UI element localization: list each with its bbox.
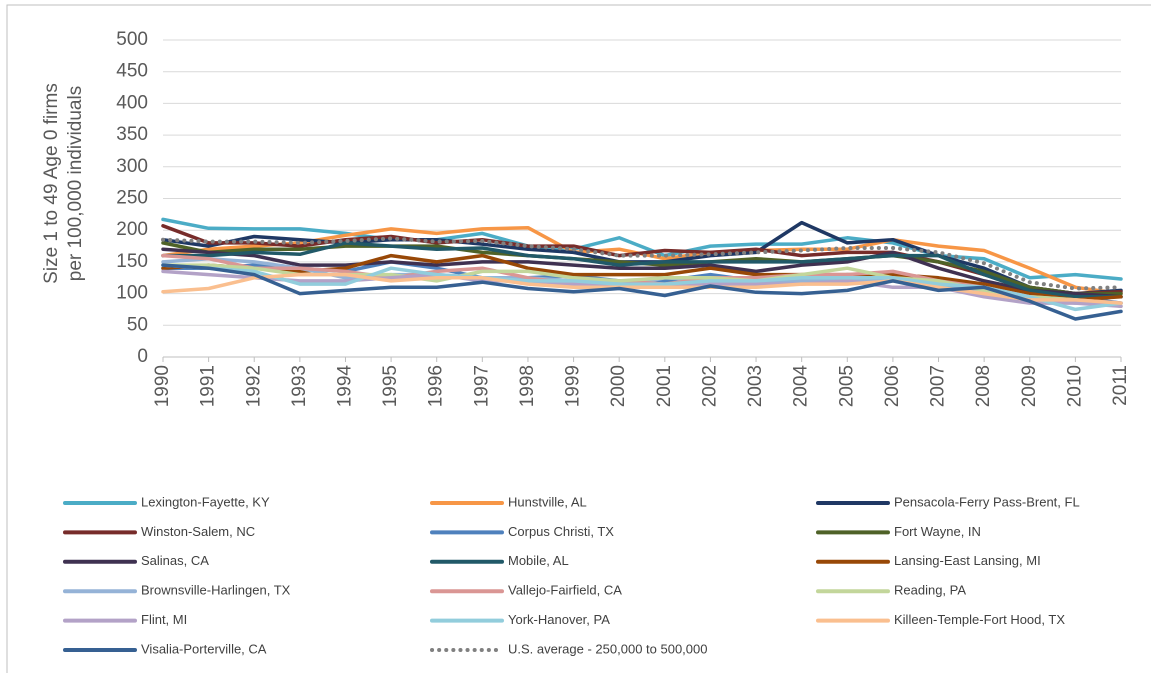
y-tick-label: 450	[116, 61, 148, 82]
x-tick-label: 2005	[836, 365, 857, 407]
x-tick-label: 1997	[471, 365, 492, 407]
y-tick-label: 350	[116, 124, 148, 145]
x-tick-label: 2006	[882, 365, 903, 407]
x-tick-label: 1990	[152, 365, 173, 407]
legend-label: Fort Wayne, IN	[894, 524, 981, 539]
x-tick-label: 2010	[1064, 365, 1085, 407]
x-tick-label: 1996	[426, 365, 447, 407]
x-tick-label: 1998	[517, 365, 538, 407]
legend-label: Salinas, CA	[141, 553, 209, 568]
legend-label: Hunstville, AL	[508, 494, 587, 509]
x-tick-label: 2008	[973, 365, 994, 407]
frame	[6, 4, 1151, 673]
y-tick-label: 300	[116, 156, 148, 177]
series-line	[161, 263, 1123, 321]
series-line	[161, 263, 1123, 312]
legend-label: Visalia-Porterville, CA	[141, 641, 267, 656]
y-tick-label: 0	[137, 346, 148, 367]
series-line	[161, 241, 1123, 299]
x-tick-label: 2004	[791, 365, 812, 408]
legend-label: Reading, PA	[894, 583, 966, 598]
legend-label: Corpus Christi, TX	[508, 524, 614, 539]
x-tick-label: 2011	[1110, 365, 1131, 406]
series-line	[161, 236, 1123, 291]
y-axis-title: Size 1 to 49 Age 0 firms	[41, 83, 62, 284]
y-tick-label: 200	[116, 219, 148, 240]
x-tick-label: 1991	[198, 365, 219, 407]
series-line	[161, 217, 1123, 281]
y-tick-label: 50	[127, 314, 148, 335]
x-tick-label: 1992	[243, 365, 264, 407]
x-tick-label: 2009	[1019, 365, 1040, 407]
x-tick-label: 2000	[608, 365, 629, 407]
y-tick-label: 250	[116, 188, 148, 209]
legend-label: Lansing-East Lansing, MI	[894, 553, 1041, 568]
series-line	[161, 247, 1123, 299]
y-tick-label: 150	[116, 251, 148, 272]
x-tick-label: 1999	[563, 365, 584, 407]
y-axis-title: per 100,000 individuals	[65, 86, 86, 281]
legend-label: Flint, MI	[141, 612, 187, 627]
x-tick-label: 1995	[380, 365, 401, 407]
legend-label: Pensacola-Ferry Pass-Brent, FL	[894, 494, 1080, 509]
x-tick-label: 2007	[928, 365, 949, 407]
legend-label: Brownsville-Harlingen, TX	[141, 583, 291, 598]
legend-label: Winston-Salem, NC	[141, 524, 255, 539]
x-tick-label: 2003	[745, 365, 766, 407]
y-tick-label: 400	[116, 92, 148, 113]
x-tick-label: 1993	[289, 365, 310, 407]
x-tick-label: 2001	[654, 365, 675, 407]
legend-label: U.S. average - 250,000 to 500,000	[508, 641, 707, 656]
x-tick-label: 2002	[699, 365, 720, 407]
legend-label: Mobile, AL	[508, 553, 569, 568]
x-tick-label: 1994	[334, 365, 355, 408]
legend-label: York-Hanover, PA	[508, 612, 610, 627]
legend-label: Killeen-Temple-Fort Hood, TX	[894, 612, 1065, 627]
legend-label: Vallejo-Fairfield, CA	[508, 583, 622, 598]
y-tick-label: 100	[116, 283, 148, 304]
legend-label: Lexington-Fayette, KY	[141, 494, 270, 509]
y-tick-label: 500	[116, 29, 148, 50]
